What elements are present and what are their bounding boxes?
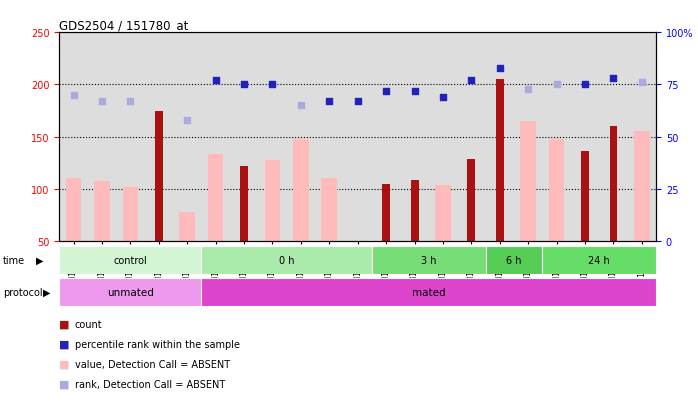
Point — [494, 65, 505, 72]
Bar — [549, 140, 565, 242]
Point — [551, 82, 562, 88]
Text: count: count — [75, 319, 103, 329]
Bar — [496, 80, 504, 242]
Text: control: control — [114, 256, 147, 266]
Point — [181, 117, 193, 124]
Text: protocol: protocol — [3, 287, 43, 297]
Text: ■: ■ — [59, 379, 70, 389]
Bar — [634, 132, 650, 242]
Text: 0 h: 0 h — [279, 256, 295, 266]
Point — [466, 78, 477, 84]
Bar — [59, 247, 202, 275]
Bar — [293, 140, 309, 242]
Bar — [123, 188, 138, 242]
Point — [352, 99, 363, 105]
Point — [523, 86, 534, 93]
Text: percentile rank within the sample: percentile rank within the sample — [75, 339, 239, 349]
Text: value, Detection Call = ABSENT: value, Detection Call = ABSENT — [75, 359, 230, 369]
Point — [210, 78, 221, 84]
Bar — [383, 184, 390, 242]
Point — [68, 93, 79, 99]
Bar — [179, 212, 195, 242]
Point — [295, 103, 306, 109]
Bar — [202, 247, 372, 275]
Text: ▶: ▶ — [43, 287, 51, 297]
Bar — [155, 111, 163, 242]
Text: 24 h: 24 h — [588, 256, 610, 266]
Text: ■: ■ — [59, 359, 70, 369]
Bar — [59, 278, 202, 306]
Point — [125, 99, 136, 105]
Bar — [240, 166, 248, 242]
Bar — [435, 185, 451, 242]
Point — [579, 82, 591, 88]
Bar — [372, 247, 486, 275]
Text: mated: mated — [412, 287, 445, 297]
Bar — [486, 247, 542, 275]
Bar — [468, 159, 475, 242]
Point — [380, 88, 392, 95]
Point — [267, 82, 278, 88]
Text: 6 h: 6 h — [506, 256, 522, 266]
Bar — [581, 152, 589, 242]
Point — [438, 95, 449, 101]
Bar — [542, 247, 656, 275]
Text: unmated: unmated — [107, 287, 154, 297]
Bar — [265, 160, 281, 242]
Text: GDS2504 / 151780_at: GDS2504 / 151780_at — [59, 19, 188, 32]
Text: rank, Detection Call = ABSENT: rank, Detection Call = ABSENT — [75, 379, 225, 389]
Point — [409, 88, 420, 95]
Text: ■: ■ — [59, 319, 70, 329]
Bar — [94, 181, 110, 242]
Text: 3 h: 3 h — [421, 256, 436, 266]
Text: ■: ■ — [59, 339, 70, 349]
Bar — [208, 155, 223, 242]
Text: ▶: ▶ — [36, 256, 44, 266]
Point — [637, 80, 648, 86]
Bar — [66, 179, 82, 242]
Point — [608, 76, 619, 82]
Bar — [202, 278, 656, 306]
Text: time: time — [3, 256, 25, 266]
Point — [324, 99, 335, 105]
Point — [239, 82, 250, 88]
Point — [96, 99, 107, 105]
Bar — [609, 127, 618, 242]
Bar — [410, 180, 419, 242]
Bar — [322, 179, 337, 242]
Bar — [521, 122, 536, 242]
